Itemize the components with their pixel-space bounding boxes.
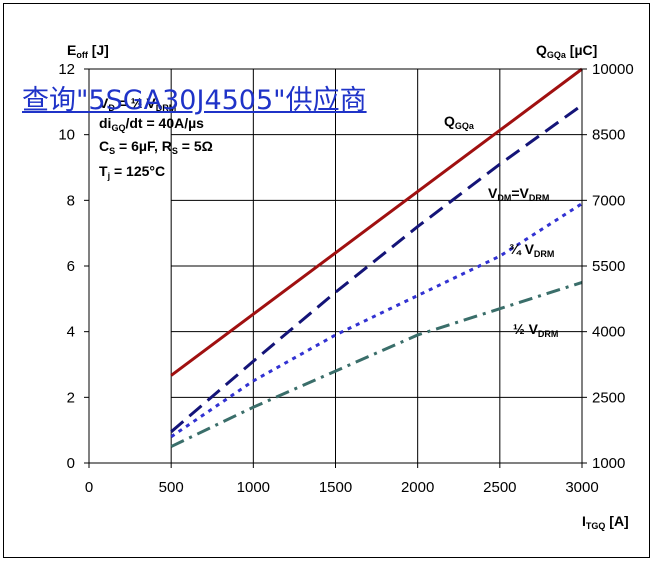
watermark-link[interactable]: 查询"5SGA30J4505"供应商 xyxy=(22,85,367,116)
x-axis-label: ITGQ [A] xyxy=(582,513,629,531)
series-label: ½ VDRM xyxy=(513,321,558,339)
chart-frame: 0 2 4 6 8 10 12 1000 2500 4000 5500 7000 8500 10000 0 5… xyxy=(3,3,650,558)
x-tick-label: 1000 xyxy=(237,479,270,496)
series-group xyxy=(170,67,583,448)
line-chart: 0 2 4 6 8 10 12 1000 2500 4000 5500 7000 8500 10000 0 5… xyxy=(58,42,633,531)
y-right-tick-label: 1000 xyxy=(592,455,625,472)
axes xyxy=(84,68,587,468)
x-tick-label: 3000 xyxy=(565,479,598,496)
y-right-tick-label: 5500 xyxy=(592,258,625,275)
x-tick-label: 2000 xyxy=(401,479,434,496)
axis-labels: Eoff [J] QGQa [µC] ITGQ [A] xyxy=(67,42,629,531)
condition-line: CS = 6µF, RS = 5Ω xyxy=(99,138,213,156)
y-right-tick-label: 7000 xyxy=(592,192,625,209)
series-line xyxy=(170,103,583,433)
x-tick-label: 1500 xyxy=(319,479,352,496)
x-tick-label: 0 xyxy=(85,479,93,496)
y-left-tick-label: 0 xyxy=(67,455,75,472)
y-right-tick-label: 10000 xyxy=(592,61,634,78)
y-left-tick-label: 2 xyxy=(67,389,75,406)
y-left-tick-label: 8 xyxy=(67,192,75,209)
y-left-tick-label: 4 xyxy=(67,324,75,341)
condition-line: diGQ/dt = 40A/µs xyxy=(99,115,204,133)
condition-line: VD = ½ VDRM xyxy=(99,95,176,113)
y-left-tick-label: 12 xyxy=(58,61,75,78)
condition-line: Tj = 125°C xyxy=(99,163,165,181)
series-line xyxy=(170,280,583,448)
conditions-text: VD = ½ VDRM diGQ/dt = 40A/µs CS = 6µF, RS … xyxy=(99,95,213,181)
series-line xyxy=(170,67,583,377)
y-left-tick-label: 10 xyxy=(58,127,75,144)
series-label: QGQa xyxy=(444,113,475,131)
x-tick-label: 500 xyxy=(159,479,184,496)
x-tick-label: 2500 xyxy=(483,479,516,496)
series-labels: QGQa VDM=VDRM ¾ VDRM ½ VDRM xyxy=(444,113,558,339)
grid xyxy=(170,69,582,463)
y-left-tick-label: 6 xyxy=(67,258,75,275)
series-label: VDM=VDRM xyxy=(488,185,549,203)
y-right-tick-label: 4000 xyxy=(592,324,625,341)
series-line xyxy=(170,202,583,438)
tick-labels: 0 2 4 6 8 10 12 1000 2500 4000 5500 7000 8500 10000 0 5… xyxy=(58,61,633,496)
y-right-tick-label: 2500 xyxy=(592,389,625,406)
y-right-tick-label: 8500 xyxy=(592,127,625,144)
y-right-axis-label: QGQa [µC] xyxy=(536,42,597,60)
series-label: ¾ VDRM xyxy=(509,241,554,259)
y-left-axis-label: Eoff [J] xyxy=(67,42,109,60)
